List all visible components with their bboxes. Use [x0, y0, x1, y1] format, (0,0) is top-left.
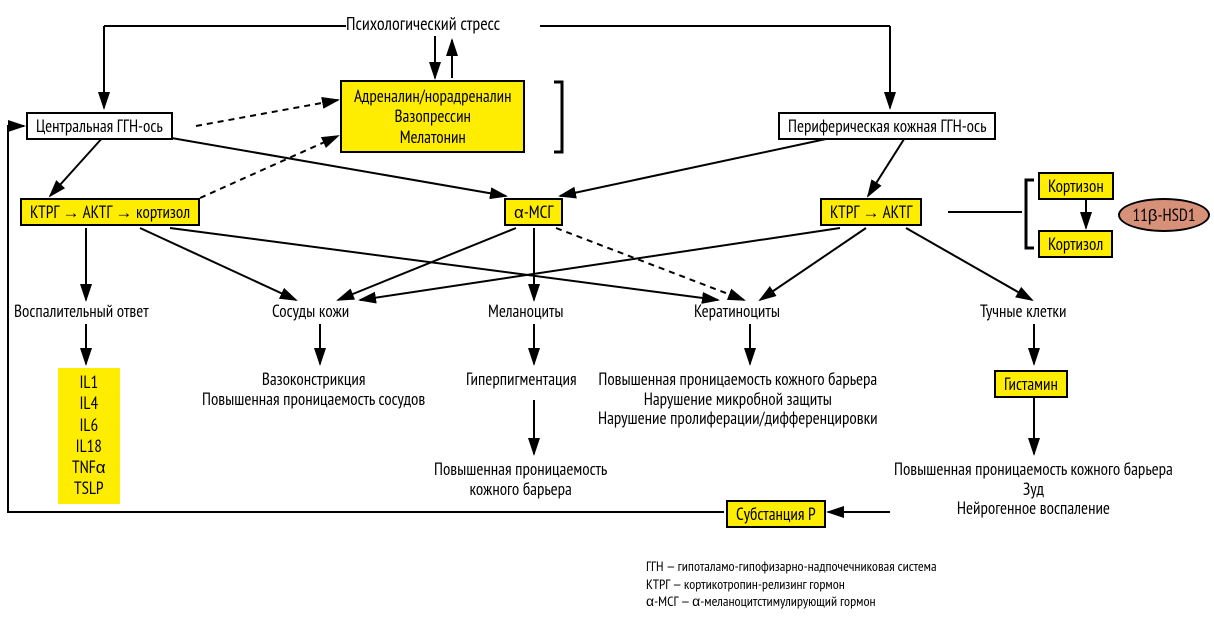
- oval-hsd: 11β-HSD1: [1118, 198, 1210, 232]
- legend-line-1: ГГН — гипоталамо-гипофизарно-надпочечник…: [646, 558, 937, 576]
- box-substance-p: Субстанция P: [726, 500, 826, 528]
- box-cortisol: Кортизол: [1038, 230, 1113, 258]
- box-central-axis: Центральная ГГН-ось: [26, 112, 173, 140]
- title-stress: Психологический стресс: [346, 14, 500, 35]
- box-peripheral-axis: Периферическая кожная ГГН-ось: [778, 112, 996, 140]
- label-kerat-effects: Повышенная проницаемость кожного барьера…: [598, 370, 878, 429]
- list-interleukins: IL1 IL4 IL6 IL18 TNFα TSLP: [58, 368, 120, 504]
- box-amsg: α-МСГ: [504, 198, 563, 226]
- label-vasocon: Вазоконстрикция Повышенная проницаемость…: [202, 370, 425, 409]
- box-ktrg-aktg: КТРГ → АКТГ: [820, 198, 922, 226]
- legend-block: ГГН — гипоталамо-гипофизарно-надпочечник…: [646, 558, 937, 611]
- label-melanocytes: Меланоциты: [488, 302, 564, 322]
- legend-line-3: α-МСГ — α-меланоцитстимулирующий гормон: [646, 593, 937, 611]
- label-mastcells: Тучные клетки: [980, 302, 1066, 322]
- legend-line-2: КТРГ — кортикотропин-релизинг гормон: [646, 576, 937, 594]
- box-histamine: Гистамин: [994, 370, 1068, 398]
- label-keratinocytes: Кератиноциты: [694, 302, 780, 322]
- box-adrenaline: Адреналин/норадреналин Вазопрессин Мелат…: [340, 80, 525, 153]
- label-mast-effects: Повышенная проницаемость кожного барьера…: [894, 460, 1173, 519]
- box-ktrg-aktg-cortisol: КТРГ → АКТГ → кортизол: [20, 198, 200, 226]
- label-vessels: Сосуды кожи: [272, 302, 349, 322]
- label-hyperpig: Гиперпигментация: [466, 370, 577, 390]
- box-cortisone: Кортизон: [1038, 172, 1114, 200]
- label-barrier2: Повышенная проницаемость кожного барьера: [434, 460, 607, 499]
- label-inflam: Воспалительный ответ: [14, 302, 149, 322]
